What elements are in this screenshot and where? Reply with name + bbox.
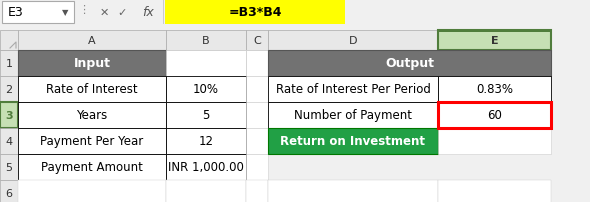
Text: Payment Per Year: Payment Per Year	[40, 135, 143, 148]
Bar	[246, 77, 268, 102]
Text: C: C	[253, 36, 261, 46]
Text: B: B	[202, 36, 210, 46]
Bar	[18, 154, 166, 180]
Bar	[246, 128, 268, 154]
Text: Output: Output	[385, 57, 434, 70]
Bar	[165, 1, 345, 25]
Bar	[166, 180, 246, 202]
Text: Years: Years	[76, 109, 107, 122]
Bar	[18, 51, 166, 77]
Text: 0.83%: 0.83%	[476, 83, 513, 96]
Bar	[18, 102, 166, 128]
Bar	[166, 128, 246, 154]
Bar	[18, 77, 166, 102]
Bar	[246, 102, 268, 128]
Bar	[0, 31, 18, 51]
Bar	[438, 31, 551, 51]
Text: 10%: 10%	[193, 83, 219, 96]
Bar	[246, 51, 268, 77]
Bar	[18, 180, 166, 202]
Bar	[438, 180, 551, 202]
Bar	[18, 128, 166, 154]
Bar	[0, 180, 18, 202]
Bar	[268, 31, 438, 51]
Bar	[438, 77, 551, 102]
Text: =B3*B4: =B3*B4	[228, 6, 282, 19]
Text: INR 1,000.00: INR 1,000.00	[168, 161, 244, 174]
Bar	[2, 2, 74, 24]
Text: Input: Input	[74, 57, 110, 70]
Text: 2: 2	[5, 85, 12, 95]
Text: E3: E3	[8, 6, 24, 19]
Bar	[438, 102, 551, 128]
Bar	[438, 31, 551, 33]
Bar	[0, 31, 590, 202]
Bar	[166, 154, 246, 180]
Text: Rate of Interest: Rate of Interest	[46, 83, 138, 96]
Bar	[268, 128, 438, 154]
Text: Rate of Interest Per Period: Rate of Interest Per Period	[276, 83, 431, 96]
Bar	[438, 128, 551, 154]
Text: Payment Amount: Payment Amount	[41, 161, 143, 174]
Bar	[18, 31, 166, 51]
Bar	[268, 51, 551, 77]
Text: 6: 6	[5, 188, 12, 198]
Text: E: E	[491, 36, 499, 46]
Bar	[246, 154, 268, 180]
Text: 5: 5	[202, 109, 209, 122]
Bar	[166, 51, 246, 77]
Text: ✕: ✕	[99, 8, 109, 18]
Text: Return on Investment: Return on Investment	[280, 135, 425, 148]
Bar	[246, 31, 268, 51]
Text: ⋮: ⋮	[78, 5, 90, 15]
Text: Number of Payment: Number of Payment	[294, 109, 412, 122]
Bar	[0, 128, 18, 154]
Bar	[0, 154, 18, 180]
Text: 1: 1	[5, 59, 12, 69]
Text: 4: 4	[5, 136, 12, 146]
Bar	[268, 180, 438, 202]
Bar	[166, 77, 246, 102]
Bar	[166, 102, 246, 128]
Text: fx: fx	[142, 6, 154, 19]
Text: D: D	[349, 36, 358, 46]
Bar	[268, 77, 438, 102]
Text: ▼: ▼	[62, 8, 68, 17]
Bar	[0, 77, 18, 102]
Bar	[268, 102, 438, 128]
Text: 12: 12	[198, 135, 214, 148]
Text: A: A	[88, 36, 96, 46]
Text: 3: 3	[5, 110, 13, 120]
Bar	[246, 180, 268, 202]
Bar	[163, 1, 164, 25]
Bar	[166, 31, 246, 51]
Bar	[0, 51, 18, 77]
Bar	[0, 0, 590, 26]
Bar	[0, 102, 18, 128]
Text: ✓: ✓	[117, 8, 127, 18]
Text: 60: 60	[487, 109, 502, 122]
Text: 5: 5	[5, 162, 12, 172]
